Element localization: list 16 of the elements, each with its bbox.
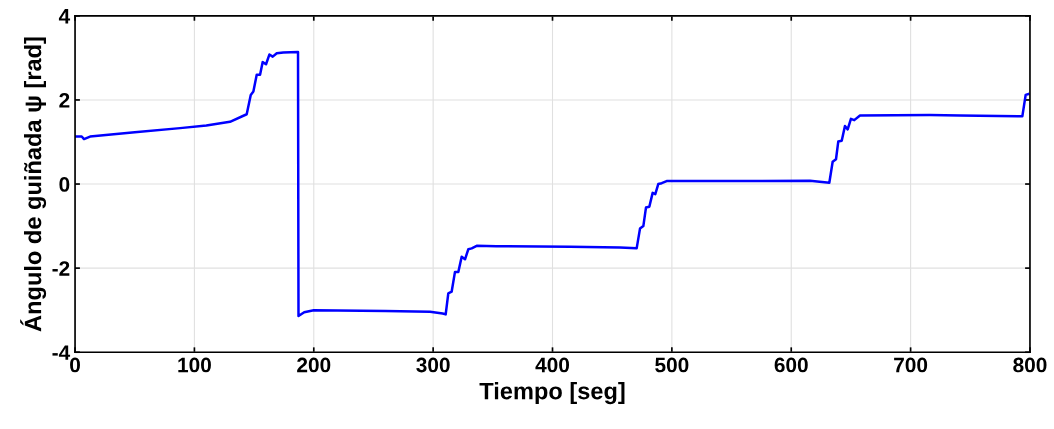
- x-tick-label: 600: [774, 357, 808, 373]
- y-tick-label: -4: [52, 345, 71, 360]
- x-tick-label: 100: [178, 357, 211, 373]
- x-tick-label: 700: [894, 357, 928, 373]
- x-tick-label: 400: [535, 357, 570, 373]
- y-axis-title: Ángulo de guiñada ψ [rad]: [20, 37, 47, 332]
- y-tick-label: 2: [59, 92, 70, 108]
- y-tick-label: -2: [52, 261, 70, 276]
- x-tick-label: 500: [655, 357, 689, 373]
- x-tick-label: 800: [1013, 357, 1047, 373]
- x-tick-label: 200: [297, 357, 331, 373]
- line-series: [75, 50, 1030, 318]
- x-axis-title: Tiempo [seg]: [479, 382, 625, 405]
- x-tick-label: 300: [416, 357, 450, 373]
- y-tick-label: 4: [58, 9, 71, 24]
- y-tick-label: 0: [59, 177, 70, 192]
